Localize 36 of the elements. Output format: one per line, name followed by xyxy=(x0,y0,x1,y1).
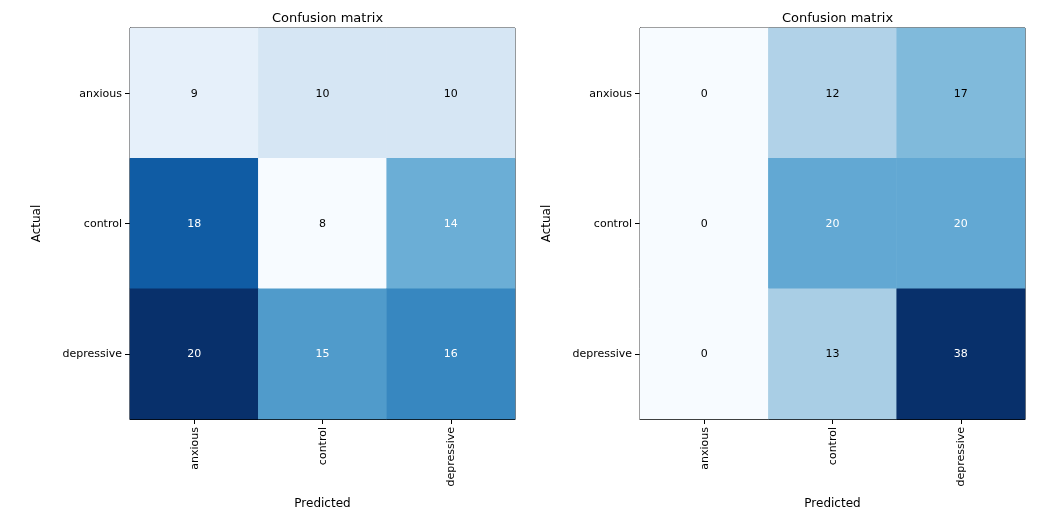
chart-title: Confusion matrix xyxy=(781,10,894,25)
data-label: 10 xyxy=(443,86,458,100)
y-tick-label: depressive xyxy=(572,347,633,361)
x-tick-label: anxious xyxy=(187,426,201,470)
data-label: 16 xyxy=(443,347,458,361)
data-label: 9 xyxy=(190,86,198,100)
data-label: 14 xyxy=(443,217,458,230)
x-tick-label: control xyxy=(316,427,329,466)
data-label: 17 xyxy=(953,86,968,100)
y-tick-label: control xyxy=(83,217,122,230)
data-label: 12 xyxy=(825,86,840,100)
data-label: 15 xyxy=(315,347,330,361)
data-label: 20 xyxy=(825,217,840,230)
x-tick-label: anxious xyxy=(697,426,711,470)
data-label: 18 xyxy=(187,217,202,230)
data-label: 20 xyxy=(953,217,968,230)
x-tick-label: control xyxy=(826,427,839,466)
data-label: 38 xyxy=(953,347,968,361)
y-axis-title: Actual xyxy=(539,204,553,243)
data-label: 13 xyxy=(825,347,840,361)
data-label: 0 xyxy=(700,347,708,361)
data-label: 0 xyxy=(700,217,708,230)
chart-title: Confusion matrix xyxy=(271,10,384,25)
data-label: 10 xyxy=(315,86,330,100)
y-axis-title: Actual xyxy=(29,204,43,243)
y-tick-label: anxious xyxy=(589,86,633,100)
x-tick-label: depressive xyxy=(954,426,968,487)
data-label: 8 xyxy=(319,217,326,230)
y-tick-label: depressive xyxy=(62,347,123,361)
x-axis-title: Predicted xyxy=(294,496,351,510)
data-label: 20 xyxy=(187,347,202,361)
y-tick-label: anxious xyxy=(79,86,123,100)
data-label: 0 xyxy=(700,86,708,100)
x-axis-title: Predicted xyxy=(804,496,861,510)
x-tick-label: depressive xyxy=(444,426,458,487)
y-tick-label: control xyxy=(593,217,632,230)
